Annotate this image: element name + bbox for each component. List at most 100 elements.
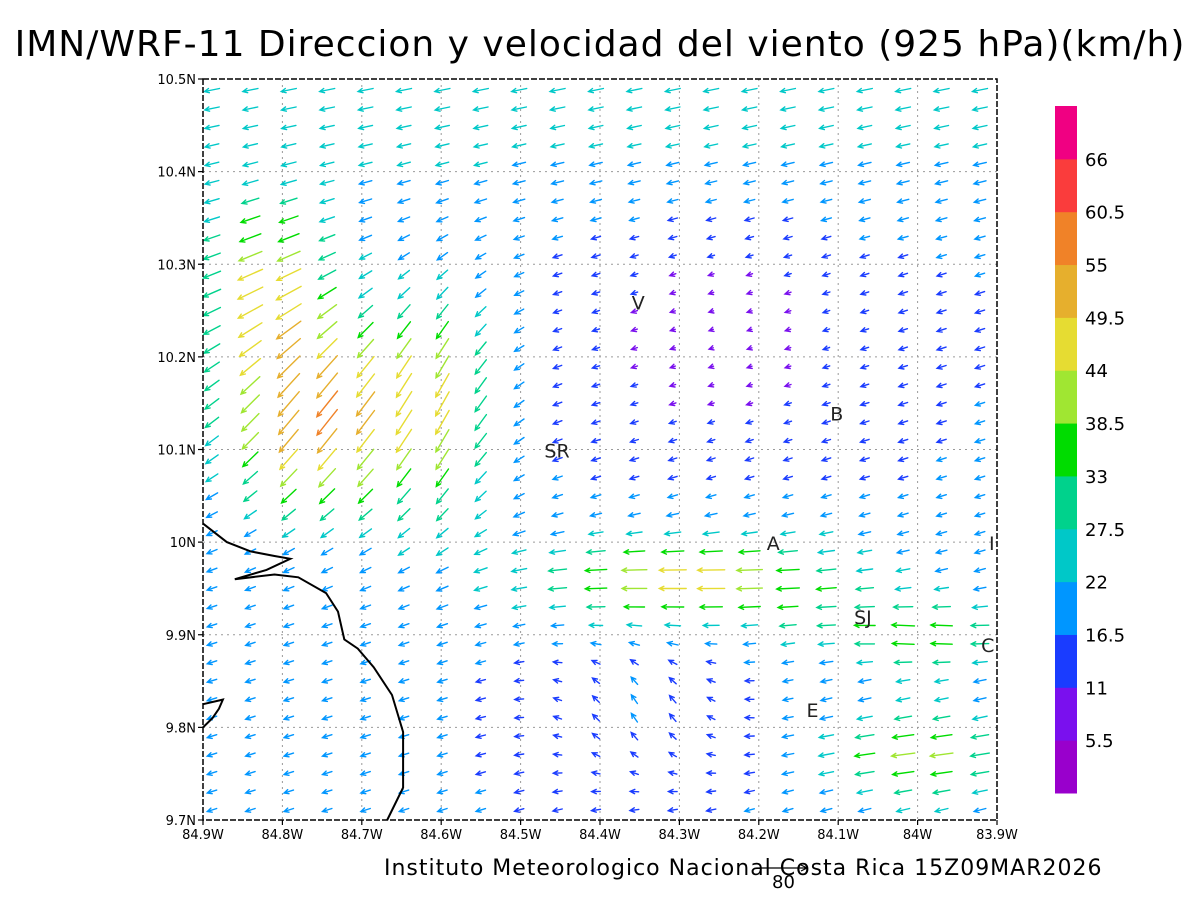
wind-vector xyxy=(664,106,681,112)
wind-vector xyxy=(282,659,295,666)
wind-vector xyxy=(549,622,565,629)
wind-vector xyxy=(552,678,563,684)
wind-vector xyxy=(203,216,221,223)
wind-vector xyxy=(629,363,639,370)
footer-credit: Instituto Meteorologico Nacional Costa R… xyxy=(384,856,1103,881)
wind-vector xyxy=(205,696,218,703)
colorbar-segment xyxy=(1055,475,1077,530)
wind-vector xyxy=(706,715,716,721)
wind-vector xyxy=(818,143,834,149)
wind-vector xyxy=(474,641,487,647)
wind-vector xyxy=(817,106,835,112)
wind-vector xyxy=(935,530,948,537)
wind-vector xyxy=(280,143,297,149)
wind-vector xyxy=(973,456,986,463)
wind-vector xyxy=(242,490,258,503)
wind-vector xyxy=(242,470,259,485)
wind-vector xyxy=(816,549,836,555)
wind-vector xyxy=(436,733,448,739)
wind-vector xyxy=(744,437,754,444)
wind-vector xyxy=(395,448,412,471)
wind-vector xyxy=(932,87,950,94)
wind-vector xyxy=(316,304,338,320)
colorbar-label: 22 xyxy=(1085,573,1108,594)
wind-vector xyxy=(703,512,718,518)
wind-vector xyxy=(552,327,563,333)
wind-vector xyxy=(859,345,870,352)
wind-vector xyxy=(892,604,914,610)
wind-vector xyxy=(277,409,300,436)
wind-vector xyxy=(627,640,641,647)
wind-vector xyxy=(316,286,337,300)
wind-vector xyxy=(474,659,487,666)
wind-vector xyxy=(973,308,986,315)
colorbar-segment xyxy=(1055,211,1077,266)
wind-vector xyxy=(359,641,371,647)
wind-vector xyxy=(972,179,987,186)
wind-vector xyxy=(972,161,987,168)
wind-vector xyxy=(356,428,375,454)
wind-vector xyxy=(396,321,412,340)
wind-vector xyxy=(705,456,716,462)
wind-vector xyxy=(698,604,723,610)
wind-vector xyxy=(668,382,677,388)
wind-vector xyxy=(821,271,831,278)
wind-vector xyxy=(356,355,375,379)
wind-vector xyxy=(935,308,947,315)
wind-vector xyxy=(358,216,373,223)
wind-vector xyxy=(858,493,871,500)
wind-vector xyxy=(435,429,450,454)
wind-vector xyxy=(435,355,450,380)
wind-vector xyxy=(628,474,640,481)
x-tick-label: 84.2W xyxy=(738,828,780,843)
wind-vector xyxy=(859,382,870,388)
wind-vector xyxy=(935,512,948,518)
wind-vector xyxy=(320,566,334,574)
wind-vector xyxy=(590,363,601,370)
wind-vector xyxy=(742,161,757,167)
wind-vector xyxy=(735,567,763,574)
wind-vector xyxy=(318,161,335,168)
wind-vector xyxy=(745,382,753,388)
wind-vector xyxy=(243,509,257,520)
wind-vector xyxy=(435,604,449,611)
wind-vector xyxy=(779,641,796,647)
wind-vector xyxy=(859,308,870,315)
wind-vector xyxy=(743,216,755,223)
wind-vector xyxy=(397,678,410,684)
wind-vector xyxy=(436,641,448,647)
wind-vector xyxy=(893,715,913,722)
wind-vector xyxy=(666,198,679,204)
wind-vector xyxy=(889,752,916,759)
x-tick-label: 84.9W xyxy=(182,828,224,843)
wind-vector xyxy=(705,807,717,813)
wind-vector xyxy=(435,508,449,522)
wind-vector xyxy=(395,143,412,149)
wind-vector xyxy=(236,304,264,319)
wind-vector xyxy=(896,512,909,518)
wind-vector xyxy=(855,789,873,795)
wind-vector xyxy=(510,549,527,555)
wind-vector xyxy=(203,179,220,186)
wind-vector xyxy=(396,216,411,223)
wind-vector xyxy=(583,585,608,592)
wind-vector xyxy=(706,271,715,277)
wind-vector xyxy=(626,161,642,168)
wind-vector xyxy=(435,566,449,574)
wind-vector xyxy=(858,456,870,462)
colorbar-segment xyxy=(1055,740,1077,794)
wind-vector xyxy=(971,604,989,611)
wind-vector xyxy=(359,752,371,758)
wind-vector xyxy=(551,419,563,426)
wind-vector xyxy=(513,253,525,260)
wind-vector xyxy=(277,372,301,399)
wind-vector xyxy=(897,327,909,333)
wind-vector xyxy=(783,382,792,388)
wind-vector xyxy=(587,622,604,629)
wind-vector xyxy=(357,161,373,168)
wind-vector xyxy=(585,604,606,610)
wind-vector xyxy=(512,511,526,518)
wind-vector xyxy=(472,106,489,112)
wind-vector xyxy=(660,549,685,555)
y-tick-label: 10.3N xyxy=(157,258,196,273)
